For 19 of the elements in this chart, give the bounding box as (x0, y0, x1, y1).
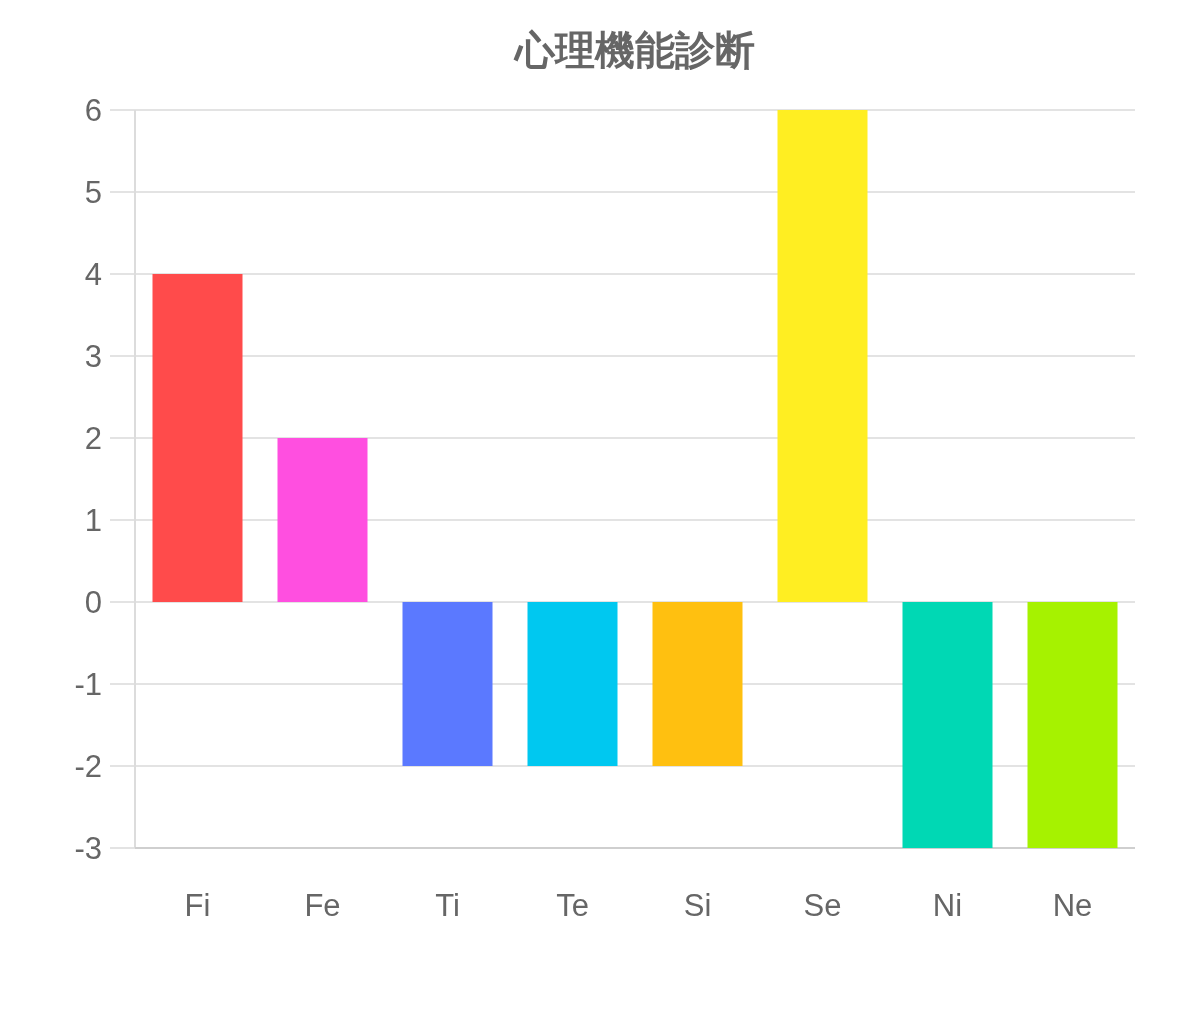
y-tick-label: -3 (74, 831, 102, 866)
x-tick-label: Se (803, 888, 842, 923)
y-tick-label: 5 (84, 175, 102, 210)
x-tick-label: Te (556, 888, 589, 923)
x-tick-label: Ti (435, 888, 460, 923)
x-tick-label: Ne (1052, 888, 1093, 923)
x-tick-label: Fe (304, 888, 341, 923)
y-tick-label: -2 (74, 749, 102, 784)
y-tick-label: 2 (84, 421, 102, 456)
x-tick-label: Fi (184, 888, 211, 923)
y-tick-label: 6 (84, 93, 102, 128)
y-tick-label: 3 (84, 339, 102, 374)
chart-title: 心理機能診断 (513, 28, 755, 72)
y-tick-label: 0 (84, 585, 102, 620)
x-tick-label: Si (683, 888, 712, 923)
y-tick-label: 4 (84, 257, 102, 292)
y-tick-label: 1 (84, 503, 102, 538)
x-tick-label: Ni (932, 888, 963, 923)
y-tick-label: -1 (74, 667, 102, 702)
